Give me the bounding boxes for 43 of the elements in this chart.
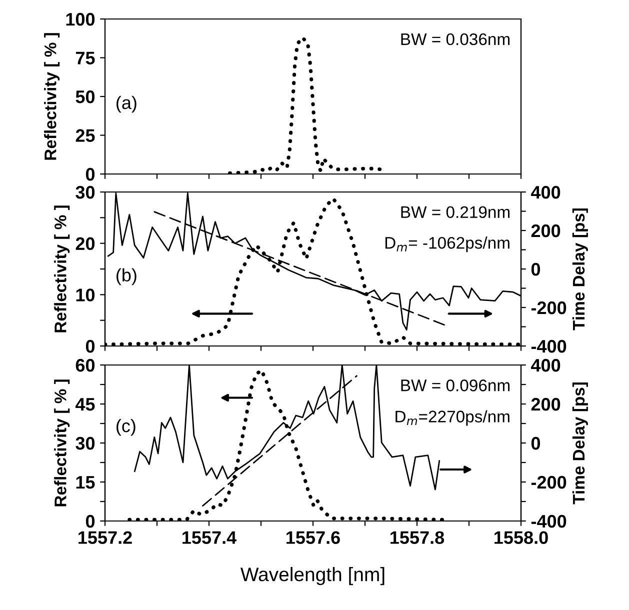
y-axis-title: Reflectivity [ % ] <box>54 380 70 506</box>
y-tick-label: 0 <box>86 514 95 528</box>
annotation: D$_{m}$= -1062ps/nm <box>385 236 510 252</box>
y-tick-label: 75 <box>76 52 95 64</box>
y2-tick-label: 0 <box>531 436 540 450</box>
y-tick-label: 20 <box>76 237 95 250</box>
x-tick-label: 1557.2 <box>78 531 132 544</box>
y2-tick-label: -400 <box>531 340 566 353</box>
y-tick-label: 0 <box>86 340 95 353</box>
annotation: (b) <box>116 268 136 286</box>
y-axis-title: Reflectivity [ % ] <box>44 33 60 160</box>
y2-tick-label: 200 <box>531 398 560 411</box>
y2-tick-label: 200 <box>531 224 560 238</box>
annotation: D$_{m}$=2270ps/nm <box>396 410 510 426</box>
y2-tick-label: 400 <box>530 358 560 372</box>
y2-tick-label: -200 <box>531 476 566 489</box>
y2-axis-title: Time Delay [ps] <box>572 382 588 504</box>
x-tick-label: 1557.4 <box>182 531 237 544</box>
y2-tick-label: 0 <box>531 262 540 276</box>
y-tick-label: 50 <box>76 90 95 104</box>
y-tick-label: 100 <box>66 12 95 26</box>
y-tick-label: 30 <box>76 186 95 199</box>
x-tick-label: 1558.0 <box>494 531 548 544</box>
y2-axis-title: Time Delay [ps] <box>572 208 588 330</box>
x-tick-label: 1557.8 <box>390 531 444 544</box>
y-axis-title: Reflectivity [ % ] <box>54 206 70 332</box>
annotation: (a) <box>116 96 136 113</box>
y-tick-label: 10 <box>76 288 95 302</box>
x-tick-label: 1557.6 <box>286 531 340 544</box>
y-tick-label: 60 <box>76 358 95 372</box>
y2-tick-label: 400 <box>530 186 560 199</box>
y2-tick-label: -200 <box>531 301 566 314</box>
annotation: BW = 0.036nm <box>401 33 510 46</box>
y-tick-label: 15 <box>76 476 95 489</box>
annotation: BW = 0.219nm <box>401 206 510 218</box>
y-tick-label: 0 <box>86 168 95 181</box>
x-axis-title: Wavelength [nm] <box>240 567 384 586</box>
y-tick-label: 30 <box>76 436 95 450</box>
y-tick-label: 25 <box>76 129 95 142</box>
y-tick-label: 45 <box>75 398 95 411</box>
annotation: (c) <box>116 418 136 436</box>
annotation: BW = 0.096nm <box>401 380 510 392</box>
y2-tick-label: -400 <box>531 514 566 528</box>
